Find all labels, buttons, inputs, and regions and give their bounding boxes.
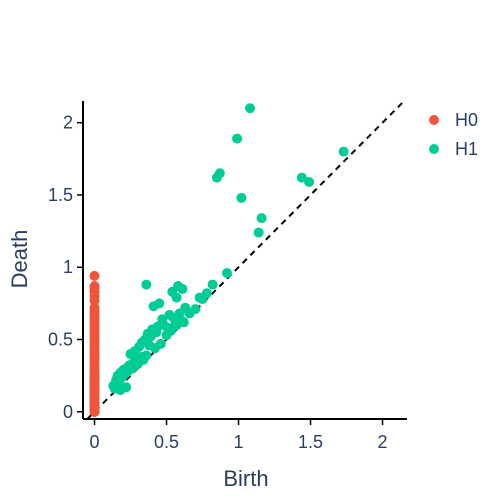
point-h1[interactable] — [207, 279, 218, 290]
point-h1[interactable] — [155, 338, 166, 349]
point-h1[interactable] — [256, 213, 267, 224]
point-h1[interactable] — [148, 301, 159, 312]
legend: H0 H1 — [429, 110, 478, 159]
y-tick-label: 1.5 — [48, 185, 73, 205]
point-h1[interactable] — [338, 146, 349, 157]
x-tick-label: 0 — [90, 432, 100, 452]
legend-marker-h1 — [429, 144, 439, 154]
point-h1[interactable] — [171, 292, 182, 303]
point-h1[interactable] — [296, 172, 307, 183]
ticks-layer: 0 0.5 1 1.5 2 0 0.5 1 1.5 2 — [48, 113, 388, 452]
point-h1[interactable] — [177, 283, 188, 294]
x-tick-label: 1 — [234, 432, 244, 452]
x-tick-label: 0.5 — [154, 432, 179, 452]
x-tick-label: 1.5 — [298, 432, 323, 452]
legend-label-h0: H0 — [455, 110, 478, 130]
point-h1[interactable] — [121, 382, 132, 393]
y-tick-label: 0 — [63, 402, 73, 422]
point-h1[interactable] — [236, 192, 247, 203]
y-axis-title: Death — [7, 230, 32, 289]
y-tick-label: 1 — [63, 257, 73, 277]
axes-layer — [82, 101, 407, 420]
point-h0[interactable] — [89, 295, 100, 306]
diagonal-layer — [86, 100, 405, 420]
point-h1[interactable] — [232, 133, 243, 144]
point-h1[interactable] — [190, 304, 201, 315]
point-h0[interactable] — [89, 270, 100, 281]
point-h1[interactable] — [245, 103, 256, 114]
points-layer — [89, 103, 349, 417]
point-h1[interactable] — [253, 227, 264, 238]
legend-item-h0[interactable]: H0 — [429, 110, 478, 130]
legend-label-h1: H1 — [455, 139, 478, 159]
y-tick-label: 2 — [63, 113, 73, 133]
point-h1[interactable] — [175, 315, 186, 326]
y-tick-label: 0.5 — [48, 330, 73, 350]
point-h1[interactable] — [141, 279, 152, 290]
point-h0[interactable] — [89, 406, 100, 417]
x-tick-label: 2 — [378, 432, 388, 452]
x-axis-title: Birth — [223, 466, 268, 491]
legend-item-h1[interactable]: H1 — [429, 139, 478, 159]
point-h1[interactable] — [197, 294, 208, 305]
point-h1[interactable] — [135, 354, 146, 365]
point-h1[interactable] — [222, 268, 232, 279]
point-h1[interactable] — [211, 172, 222, 183]
diagonal-line — [86, 100, 405, 420]
point-h1[interactable] — [125, 348, 136, 359]
legend-marker-h0 — [429, 115, 439, 125]
point-h1[interactable] — [304, 176, 315, 187]
